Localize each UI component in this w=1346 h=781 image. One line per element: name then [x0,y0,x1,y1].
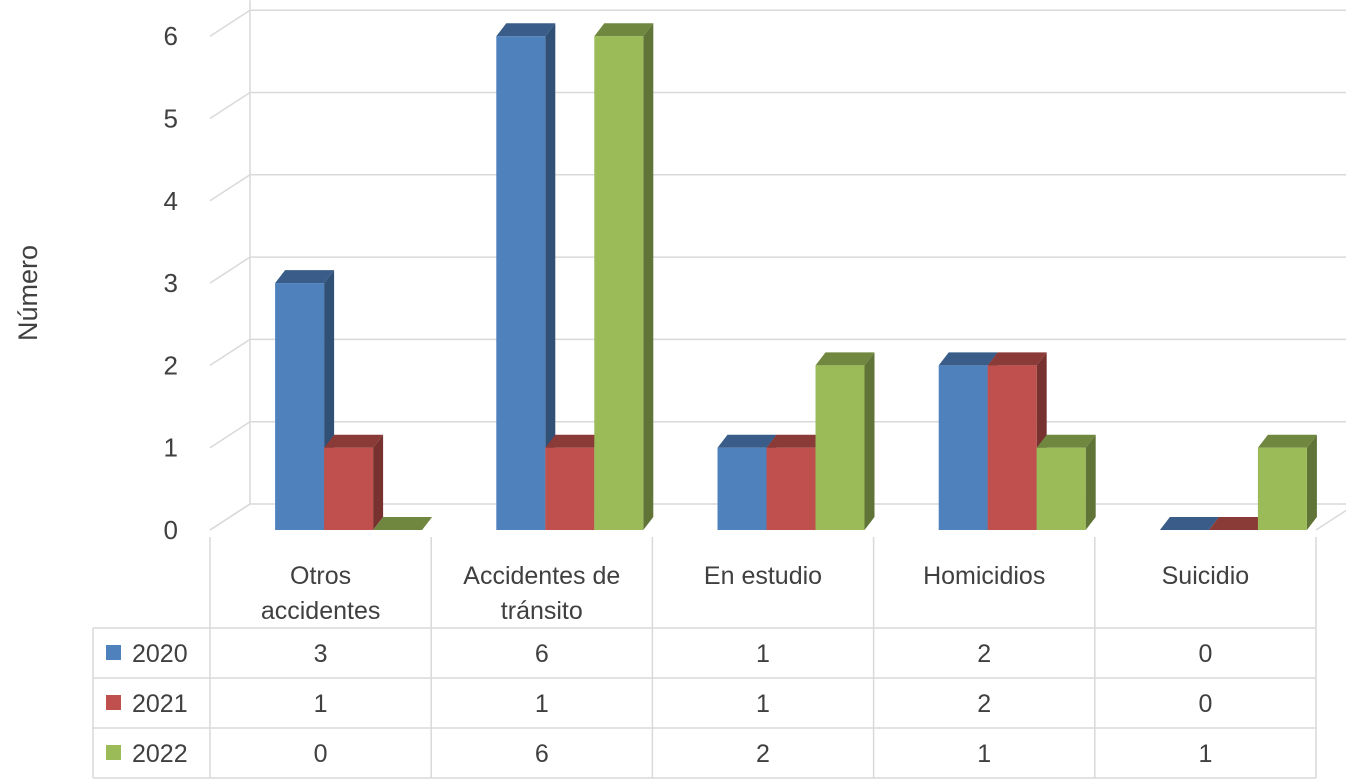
y-tick-label: 0 [164,515,178,545]
bar-top [987,352,1047,366]
bar-2022-3 [1036,434,1096,530]
bar-front [717,447,767,530]
bar-2020-4 [1159,517,1219,530]
category-label: Homicidios [923,562,1045,590]
category-label: Suicidio [1162,562,1250,590]
bar-side [1085,434,1096,530]
bar-front [594,36,644,530]
category-label: Accidentes de tránsito [463,562,620,625]
y-tick-label: 6 [164,21,178,51]
legend-label-2020: 2020 [132,640,188,668]
y-tick-label: 4 [164,186,178,216]
bar-2022-1 [594,23,654,530]
y-tick-label: 1 [164,433,178,463]
data-table: Otros accidentes Accidentes de tránsito En e… [92,537,1317,779]
gridline [209,174,1346,202]
bar-top [594,23,654,37]
legend-swatch-2022 [106,745,121,760]
data-label: 1 [977,740,991,768]
y-tick-label: 5 [164,104,178,134]
data-label: 1 [535,690,549,718]
y-tick-label: 3 [164,268,178,298]
gridline [209,256,1346,284]
bar-side [643,23,654,530]
bar-front [938,365,988,530]
category-label: Otros accidentes [261,562,381,625]
y-axis-label: Número [13,245,43,341]
bar-top [275,270,335,284]
data-label: 0 [1198,690,1212,718]
legend-swatch-2020 [106,645,121,660]
data-label: 2 [977,640,991,668]
data-label: 2 [756,740,770,768]
bar-top [324,434,384,448]
bar-2021-0 [324,434,384,530]
bar-front [275,283,325,530]
bar-front [1257,447,1307,530]
bar-top [545,434,605,448]
gridline [209,91,1346,120]
legend-label-2021: 2021 [132,690,188,718]
data-label: 1 [756,640,770,668]
legend-label-2022: 2022 [132,740,188,768]
bar-front [545,447,595,530]
bar-front [987,365,1037,530]
bar-2022-0 [373,517,433,530]
bar-side [1306,434,1317,530]
bar-2022-4 [1257,434,1317,530]
gridline [209,9,1346,37]
bar-top [1159,517,1219,530]
y-axis-ticks: 0 1 2 3 4 5 6 [164,21,178,545]
bar-front [815,365,865,530]
bar-side [545,23,556,530]
bar-2020-1 [496,23,556,530]
data-label: 0 [1198,640,1212,668]
bar-top [1257,434,1317,448]
data-label: 6 [535,740,549,768]
bar-top [938,352,998,366]
bar-top [373,517,433,530]
bar-top [496,23,556,37]
floor-edge-right [1315,509,1346,531]
bar-front [766,447,816,530]
bar-side [373,434,384,530]
bar-top [815,352,875,366]
data-label: 1 [1198,740,1212,768]
data-label: 2 [977,690,991,718]
bar-side [864,352,875,530]
bar-front [1036,447,1086,530]
data-label: 6 [535,640,549,668]
legend-swatch-2021 [106,695,121,710]
data-label: 1 [756,690,770,718]
bar-2020-3 [938,352,998,530]
category-label: En estudio [704,562,822,590]
bar-top [766,434,826,448]
y-tick-label: 2 [164,350,178,380]
bar-front [324,447,374,530]
bar-top [717,434,777,448]
bar-top [1208,517,1268,530]
bar-2021-3 [987,352,1047,530]
bar-front [496,36,546,530]
data-label: 0 [314,740,328,768]
gridline [209,338,1346,367]
data-label: 1 [314,690,328,718]
bar-2022-2 [815,352,875,530]
bars [275,23,1317,530]
bar-top [1036,434,1096,448]
data-label: 3 [314,640,328,668]
bar-2021-4 [1208,517,1268,530]
